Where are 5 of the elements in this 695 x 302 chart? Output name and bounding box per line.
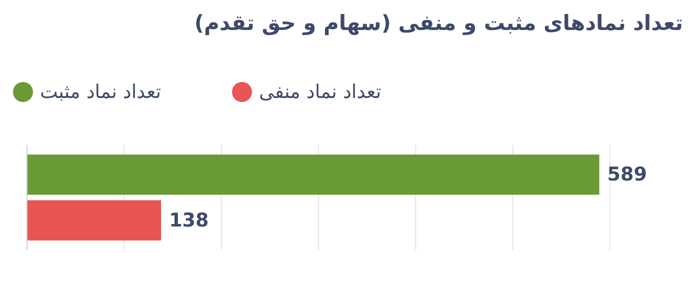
data-label: 589 <box>607 164 647 186</box>
legend-label: تعداد نماد مثبت <box>40 81 162 103</box>
legend-label: تعداد نماد منفی <box>259 81 382 103</box>
data-label: 138 <box>169 209 209 232</box>
chart-title: تعداد نمادهای مثبت و منفی (سهام و حق تقدم) <box>194 11 683 36</box>
